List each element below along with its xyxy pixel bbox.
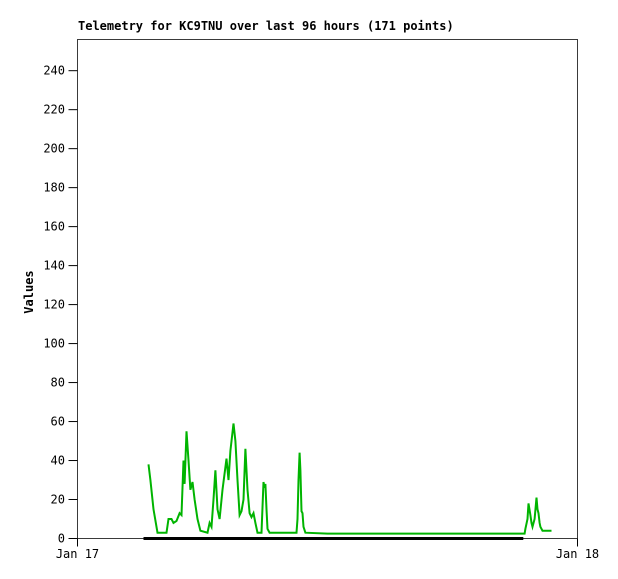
series-line-telemetry-values [147, 423, 552, 535]
series-lines [143, 423, 552, 540]
y-tick-label: 80 [51, 376, 65, 390]
y-tick-label: 140 [43, 259, 65, 273]
y-axis-label: Values [22, 270, 36, 313]
y-tick-label: 240 [43, 64, 65, 78]
y-tick-label: 20 [51, 493, 65, 507]
x-tick-label: Jan 17 [56, 547, 99, 561]
y-tick-label: 220 [43, 103, 65, 117]
y-tick-label: 40 [51, 454, 65, 468]
y-tick-label: 0 [58, 532, 65, 546]
y-tick-label: 200 [43, 142, 65, 156]
chart-title: Telemetry for KC9TNU over last 96 hours … [78, 19, 454, 33]
plot-border [77, 39, 578, 539]
y-axis-ticks: 0 20 40 60 80 100 120 140 160 180 200 220 240 [43, 64, 78, 546]
y-tick-label: 120 [43, 298, 65, 312]
y-tick-label: 160 [43, 220, 65, 234]
x-axis-ticks: Jan 17 Jan 18 [56, 538, 599, 561]
y-tick-label: 100 [43, 337, 65, 351]
y-tick-label: 180 [43, 181, 65, 195]
x-tick-label: Jan 18 [556, 547, 599, 561]
y-tick-label: 60 [51, 415, 65, 429]
